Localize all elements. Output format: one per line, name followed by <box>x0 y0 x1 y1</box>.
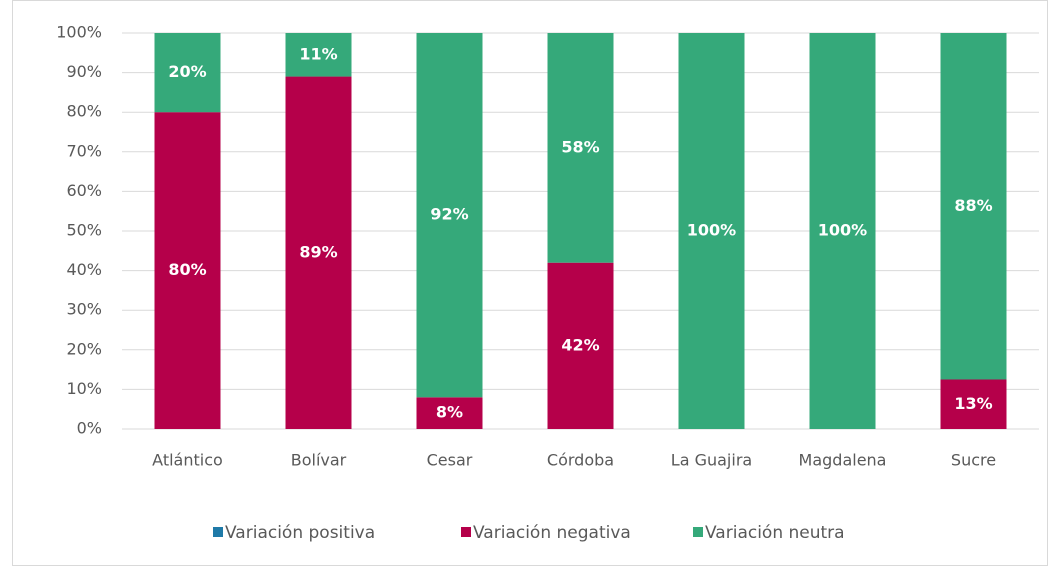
bar-segment <box>547 33 614 263</box>
y-tick-label: 40% <box>66 260 102 279</box>
bar-segment <box>416 397 483 429</box>
data-label: 20% <box>168 62 206 81</box>
data-label: 92% <box>430 205 468 224</box>
bar-segment <box>547 262 614 429</box>
bar-segment <box>285 33 352 77</box>
x-tick-label: Atlántico <box>152 451 223 470</box>
y-tick-label: 0% <box>77 419 102 438</box>
data-label: 42% <box>561 335 599 354</box>
x-tick-label: Sucre <box>951 451 996 470</box>
y-tick-label: 80% <box>66 102 102 121</box>
legend-swatch <box>213 527 223 537</box>
data-label: 11% <box>299 44 337 63</box>
y-tick-label: 50% <box>66 221 102 240</box>
legend-label: Variación neutra <box>705 523 845 543</box>
bar-segment <box>940 379 1007 429</box>
x-tick-label: La Guajira <box>671 451 752 470</box>
data-label: 58% <box>561 137 599 156</box>
y-tick-label: 10% <box>66 379 102 398</box>
y-tick-label: 100% <box>56 23 102 42</box>
y-tick-label: 20% <box>66 339 102 358</box>
x-tick-label: Bolívar <box>291 451 347 470</box>
legend-swatch <box>693 527 703 537</box>
legend-label: Variación positiva <box>225 523 375 543</box>
data-label: 13% <box>954 394 992 413</box>
bar-segment <box>809 33 876 429</box>
bar-segment <box>940 33 1007 380</box>
data-label: 100% <box>818 221 867 240</box>
bar-segment <box>154 112 221 429</box>
data-label: 8% <box>436 403 463 422</box>
data-label: 89% <box>299 242 337 261</box>
bar-segment <box>678 33 745 429</box>
y-tick-label: 70% <box>66 141 102 160</box>
x-tick-label: Magdalena <box>799 451 887 470</box>
bar-segment <box>285 76 352 429</box>
x-tick-label: Cesar <box>427 451 473 470</box>
bar-segment <box>416 33 483 398</box>
x-tick-label: Córdoba <box>547 451 614 470</box>
data-label: 100% <box>687 221 736 240</box>
y-tick-label: 90% <box>66 62 102 81</box>
y-tick-label: 60% <box>66 181 102 200</box>
y-tick-label: 30% <box>66 300 102 319</box>
data-label: 88% <box>954 196 992 215</box>
legend-swatch <box>461 527 471 537</box>
bar-segment <box>154 33 221 113</box>
data-label: 80% <box>168 260 206 279</box>
legend-label: Variación negativa <box>473 523 631 543</box>
